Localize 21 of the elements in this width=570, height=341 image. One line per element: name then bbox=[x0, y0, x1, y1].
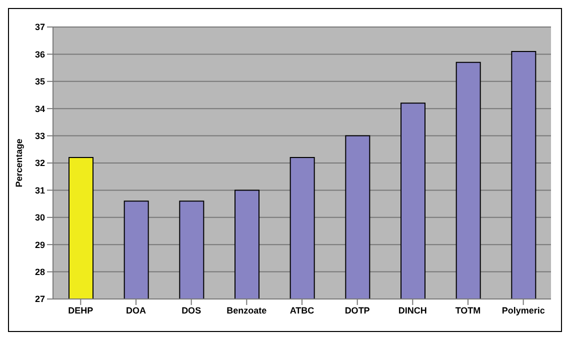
x-tick-label: DOTP bbox=[344, 305, 370, 316]
y-tick-label: 31 bbox=[34, 185, 45, 196]
x-tick-label: ATBC bbox=[290, 305, 315, 316]
x-tick-label: DOA bbox=[126, 305, 146, 316]
y-tick-label: 32 bbox=[34, 158, 45, 168]
x-tick-label: TOTM bbox=[455, 305, 481, 316]
y-tick-label: 28 bbox=[34, 266, 45, 277]
x-tick-label: Polymeric bbox=[502, 305, 545, 316]
y-tick-label: 27 bbox=[34, 294, 45, 304]
y-tick-label: 37 bbox=[34, 22, 45, 32]
x-tick-label: DINCH bbox=[398, 305, 427, 316]
y-tick-label: 33 bbox=[34, 130, 45, 141]
y-tick-label: 36 bbox=[34, 49, 45, 60]
y-tick-label: 35 bbox=[34, 76, 45, 87]
y-tick-label: 30 bbox=[34, 212, 45, 223]
y-axis-title: Percentage bbox=[14, 138, 24, 188]
x-tick-label: DEHP bbox=[68, 305, 94, 316]
x-tick-label: Benzoate bbox=[226, 305, 267, 316]
y-tick-label: 34 bbox=[34, 104, 45, 114]
x-tick-label: DOS bbox=[182, 305, 202, 316]
y-tick-label: 29 bbox=[34, 240, 45, 250]
